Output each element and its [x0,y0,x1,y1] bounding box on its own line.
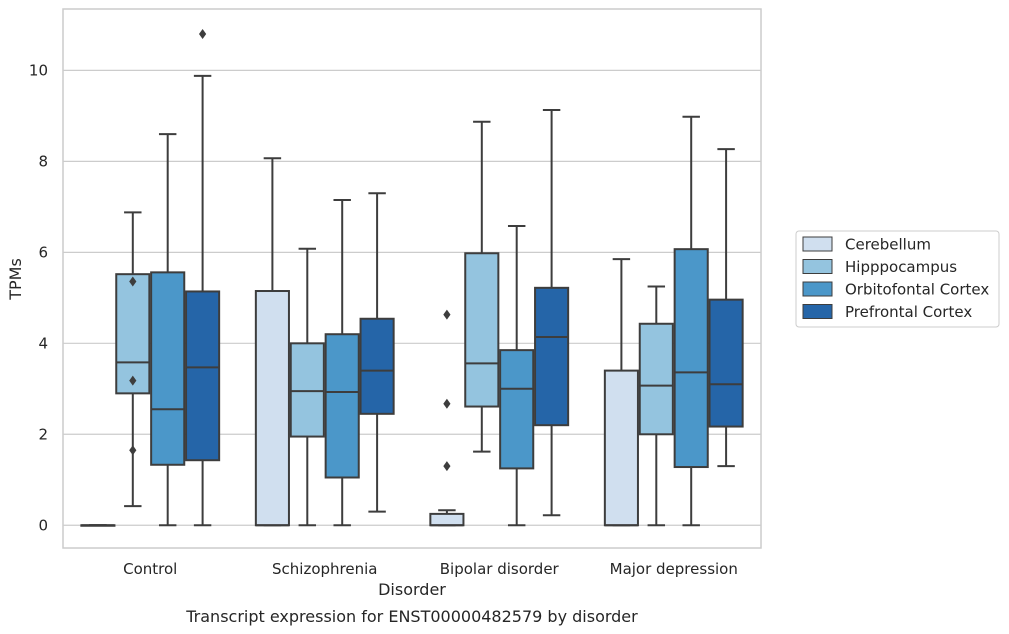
legend-swatch [802,281,833,297]
box-body [324,333,360,479]
x-tick-labels: Control Schizophrenia Bipolar disorder Majo… [123,560,738,578]
box-body [429,512,465,527]
legend-label: Cerebellum [845,236,931,254]
y-tick-label: 6 [38,243,48,261]
y-tick-label: 8 [38,152,48,170]
box-1-0 [254,157,290,527]
y-tick-label: 10 [29,61,48,79]
y-tick-label: 4 [38,334,48,352]
box-2-0 [429,309,465,527]
outlier-point [129,276,137,287]
box-2-2 [499,224,535,527]
box-body [499,349,535,470]
box-body [254,290,290,527]
outlier-point [199,29,207,40]
box-1-1 [289,247,325,527]
outlier-point [443,461,451,472]
box-1-3 [359,192,395,513]
box-body [673,248,709,469]
y-tick-labels: 0 2 4 6 8 10 [29,61,48,534]
legend: Cerebellum Hipppocampus Orbitofontal Corte… [795,230,1000,328]
chart-caption: Transcript expression for ENST0000048257… [185,607,638,626]
box-body [638,322,674,436]
x-tick-label: Bipolar disorder [440,560,560,578]
box-body [289,342,325,438]
x-tick-label: Schizophrenia [272,560,377,578]
box-2-3 [534,108,570,517]
box-body [603,369,639,527]
y-axis-title: TPMs [6,258,25,301]
legend-label: Orbitofontal Cortex [845,281,989,299]
box-marks [80,29,744,527]
legend-swatch [802,236,833,252]
box-body [534,286,570,427]
y-tick-label: 2 [38,425,48,443]
box-0-0 [80,524,116,527]
box-3-1 [638,285,674,527]
box-body [464,252,500,408]
box-0-1 [115,211,151,508]
legend-swatch [802,304,833,319]
legend-frame [795,230,1000,328]
x-tick-label: Control [123,560,177,578]
outlier-point [129,445,137,456]
box-body [115,273,151,395]
legend-label: Prefrontal Cortex [845,303,972,321]
plot-frame [62,8,762,549]
legend-swatch [802,259,833,274]
box-1-2 [324,199,360,527]
y-tick-label: 0 [38,516,48,534]
outlier-point [443,309,451,320]
outlier-point [129,375,137,386]
box-0-3 [185,29,221,527]
x-axis-title: Disorder [378,580,446,599]
box-3-3 [708,148,744,468]
x-tick-label: Major depression [610,560,738,578]
box-body [185,290,221,462]
box-0-2 [150,133,186,527]
box-body [359,317,395,415]
box-3-0 [603,258,639,527]
legend-label: Hipppocampus [845,258,957,276]
outlier-point [443,398,451,409]
box-3-2 [673,115,709,527]
box-body [708,298,744,428]
box-body [150,271,186,466]
box-2-1 [464,120,500,453]
